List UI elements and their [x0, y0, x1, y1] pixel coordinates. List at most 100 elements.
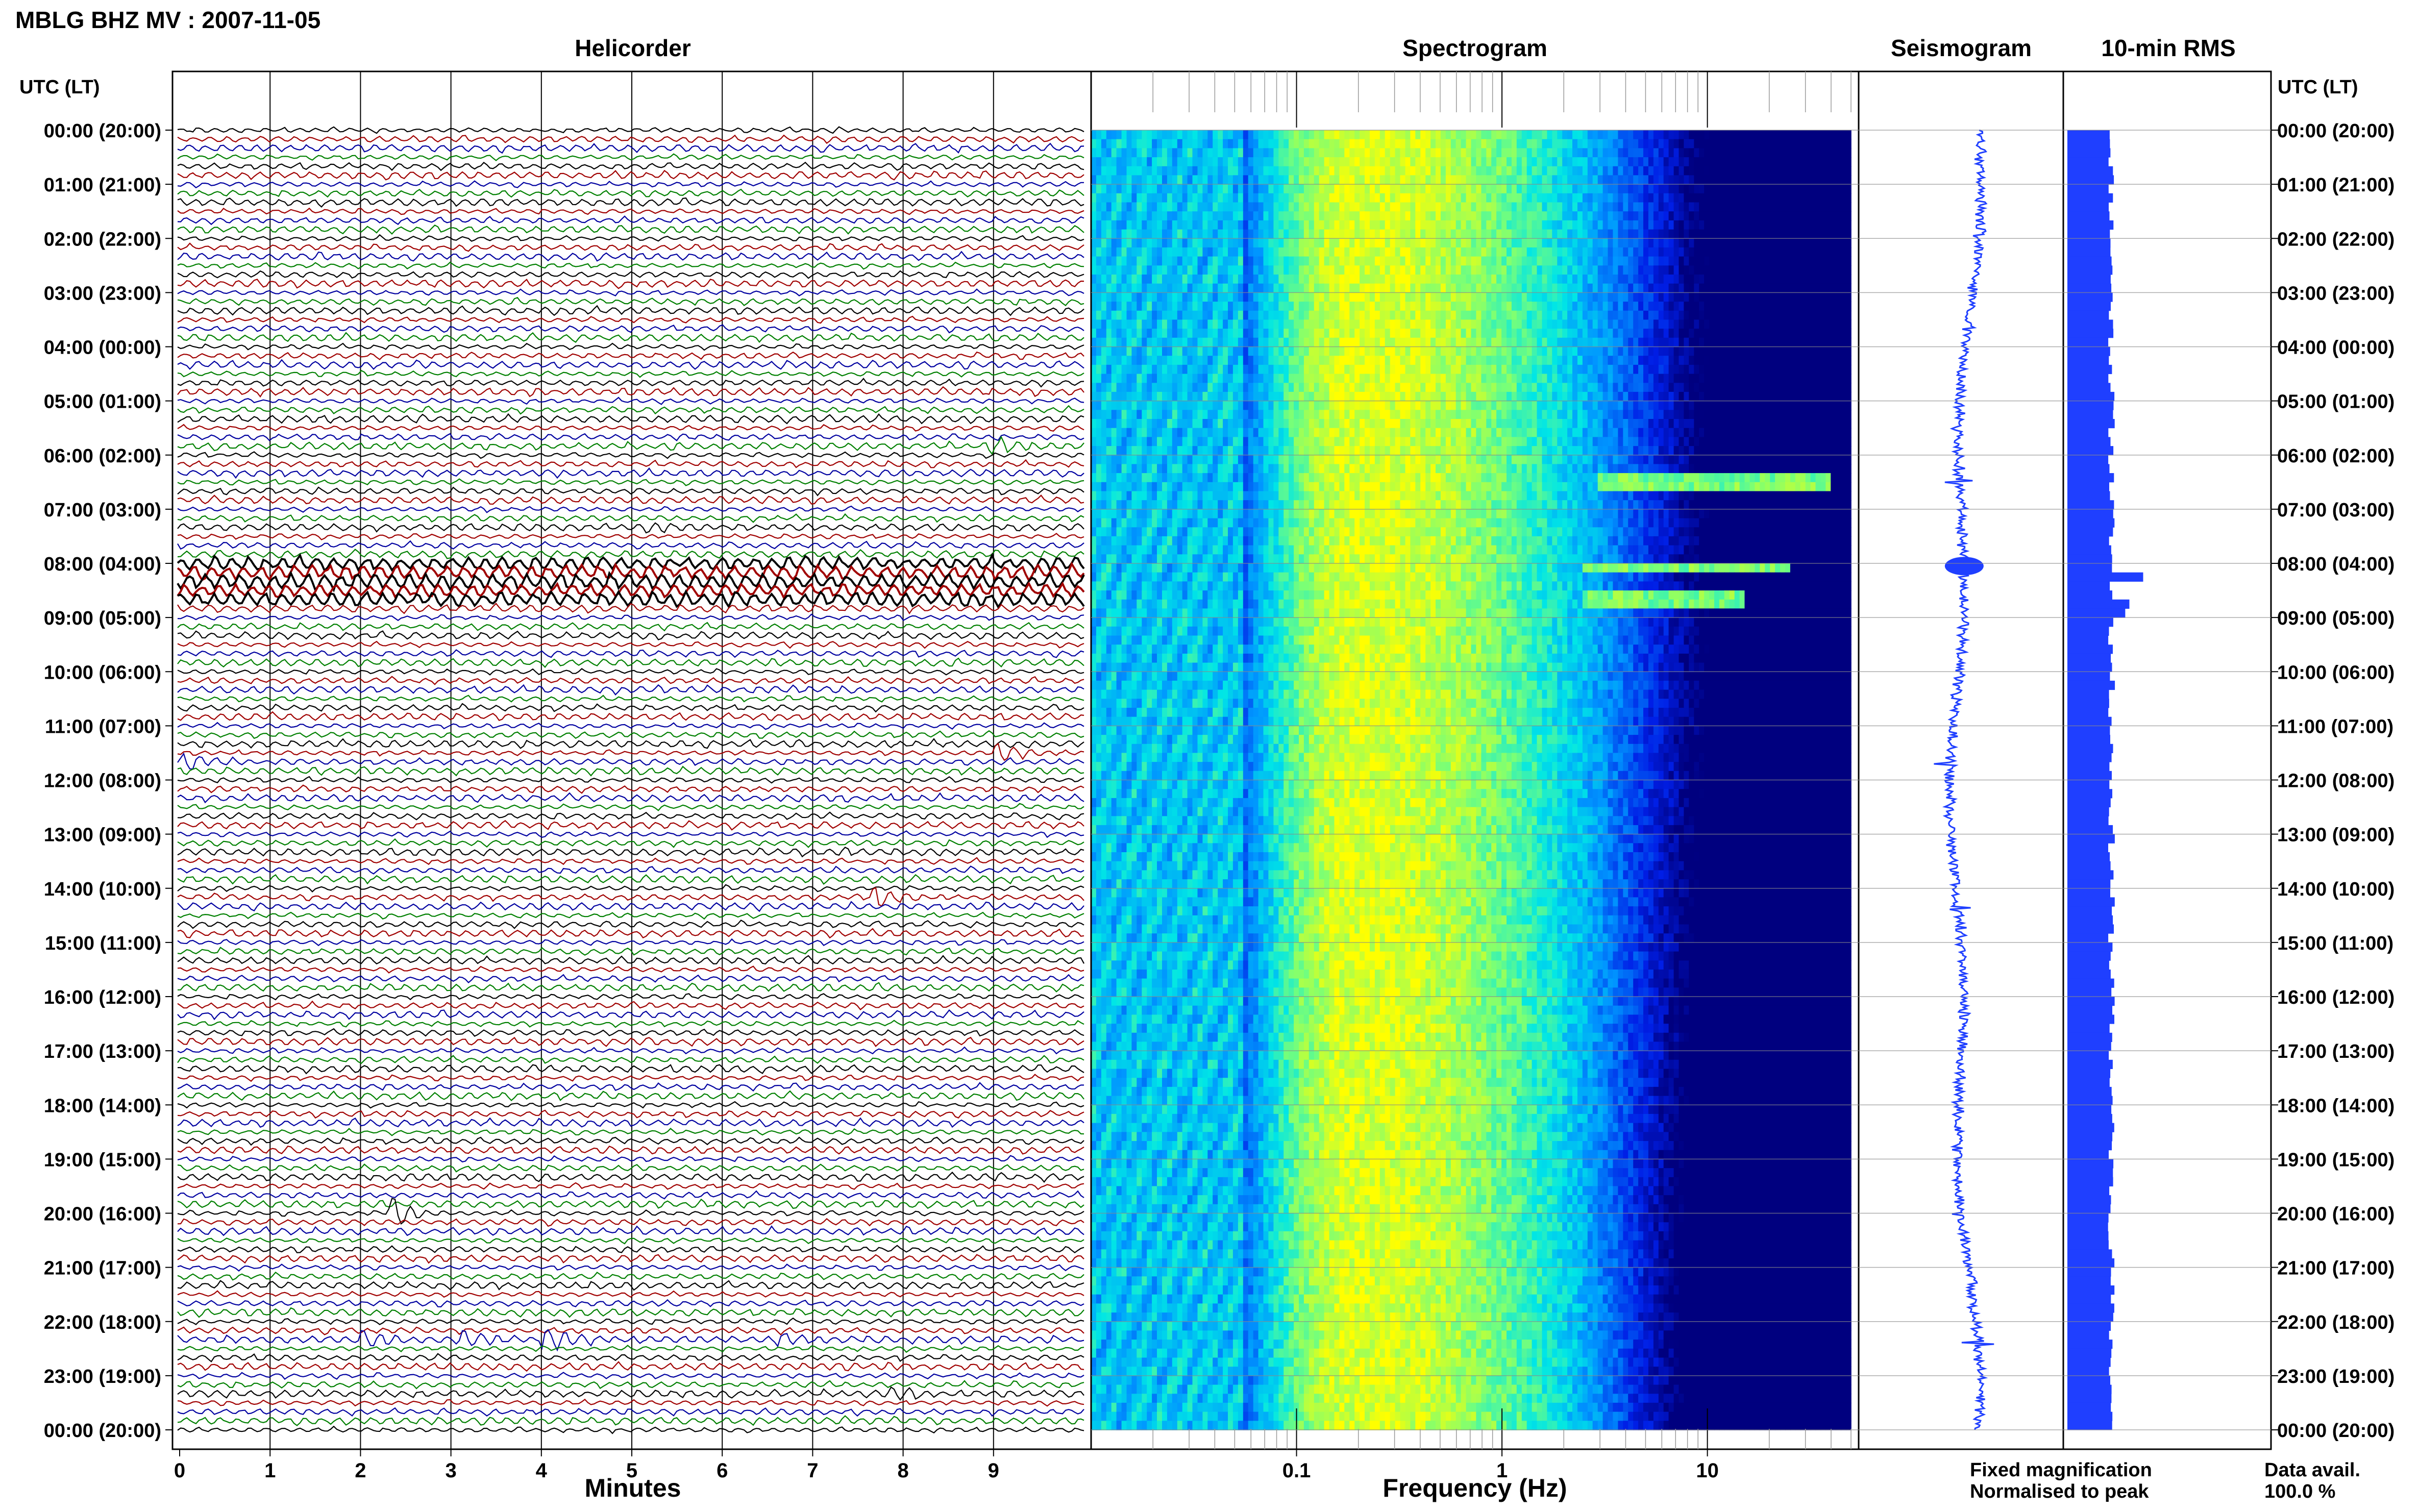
spectrogram-cell: [1577, 130, 1583, 140]
spectrogram-cell: [1669, 284, 1674, 293]
spectrogram-cell: [1405, 302, 1411, 311]
spectrogram-cell: [1567, 275, 1573, 284]
spectrogram-cell: [1730, 319, 1735, 329]
spectrogram-cell: [1395, 383, 1401, 392]
spectrogram-cell: [1137, 203, 1142, 212]
spectrogram-cell: [1684, 230, 1689, 239]
spectrogram-cell: [1512, 347, 1517, 357]
spectrogram-cell: [1643, 329, 1649, 338]
spectrogram-cell: [1664, 284, 1669, 293]
spectrogram-cell: [1820, 374, 1826, 384]
spectrogram-cell: [1264, 184, 1269, 194]
spectrogram-cell: [1289, 175, 1294, 185]
spectrogram-cell: [1228, 220, 1233, 230]
spectrogram-cell: [1264, 311, 1269, 320]
spectrogram-cell: [1806, 374, 1811, 384]
spectrogram-cell: [1106, 383, 1112, 392]
spectrogram-cell: [1633, 166, 1639, 176]
spectrogram-cell: [1841, 238, 1846, 248]
spectrogram-cell: [1172, 383, 1178, 392]
spectrogram-cell: [1527, 211, 1533, 221]
spectrogram-cell: [1532, 130, 1538, 140]
spectrogram-cell: [1755, 319, 1760, 329]
spectrogram-cell: [1172, 401, 1178, 411]
spectrogram-cell: [1476, 302, 1482, 311]
spectrogram-cell: [1127, 347, 1132, 357]
spectrogram-cell: [1380, 166, 1386, 176]
spectrogram-cell: [1674, 238, 1680, 248]
spectrogram-cell: [1152, 230, 1157, 239]
spectrogram-cell: [1466, 302, 1472, 311]
spectrogram-cell: [1131, 238, 1137, 248]
spectrogram-cell: [1405, 220, 1411, 230]
spectrogram-cell: [1172, 157, 1178, 167]
spectrogram-cell: [1131, 329, 1137, 338]
spectrogram-cell: [1608, 347, 1614, 357]
spectrogram-cell: [1527, 193, 1533, 203]
spectrogram-cell: [1522, 329, 1527, 338]
spectrogram-cell: [1603, 311, 1609, 320]
spectrogram-cell: [1177, 238, 1183, 248]
spectrogram-cell: [1481, 319, 1487, 329]
spectrogram-cell: [1273, 338, 1279, 348]
spectrogram-cell: [1127, 356, 1132, 365]
spectrogram-cell: [1790, 275, 1796, 284]
spectrogram-cell: [1238, 157, 1244, 167]
spectrogram-cell: [1142, 392, 1147, 402]
spectrogram-cell: [1588, 257, 1593, 266]
spectrogram-cell: [1202, 238, 1208, 248]
spectrogram-cell: [1770, 292, 1775, 302]
spectrogram-cell: [1694, 157, 1699, 167]
spectrogram-cell: [1223, 275, 1228, 284]
spectrogram-cell: [1800, 311, 1806, 320]
spectrogram-cell: [1172, 302, 1178, 311]
spectrogram-cell: [1106, 184, 1112, 194]
spectrogram-cell: [1400, 347, 1406, 357]
spectrogram-cell: [1264, 392, 1269, 402]
spectrogram-cell: [1319, 130, 1325, 140]
spectrogram-cell: [1542, 203, 1548, 212]
spectrogram-cell: [1841, 292, 1846, 302]
spectrogram-cell: [1091, 166, 1097, 176]
spectrogram-cell: [1481, 203, 1487, 212]
spectrogram-cell: [1765, 193, 1770, 203]
spectrogram-cell: [1091, 184, 1097, 194]
spectrogram-cell: [1198, 211, 1203, 221]
spectrogram-cell: [1517, 302, 1522, 311]
spectrogram-cell: [1207, 275, 1213, 284]
spectrogram-cell: [1669, 356, 1674, 365]
spectrogram-cell: [1684, 184, 1689, 194]
spectrogram-cell: [1486, 374, 1492, 384]
spectrogram-cell: [1820, 203, 1826, 212]
spectrogram-cell: [1542, 311, 1548, 320]
spectrogram-cell: [1806, 265, 1811, 275]
spectrogram-cell: [1304, 329, 1310, 338]
spectrogram-cell: [1349, 257, 1355, 266]
spectrogram-cell: [1562, 203, 1568, 212]
spectrogram-cell: [1740, 383, 1745, 392]
spectrogram-cell: [1648, 392, 1654, 402]
spectrogram-cell: [1684, 319, 1689, 329]
spectrogram-cell: [1207, 157, 1213, 167]
spectrogram-cell: [1785, 383, 1791, 392]
spectrogram-cell: [1719, 356, 1725, 365]
spectrogram-cell: [1638, 220, 1644, 230]
spectrogram-cell: [1623, 319, 1628, 329]
spectrogram-cell: [1512, 319, 1517, 329]
spectrogram-cell: [1198, 230, 1203, 239]
spectrogram-cell: [1137, 175, 1142, 185]
spectrogram-cell: [1613, 275, 1618, 284]
spectrogram-cell: [1694, 220, 1699, 230]
spectrogram-cell: [1309, 203, 1315, 212]
spectrogram-cell: [1836, 238, 1841, 248]
spectrogram-cell: [1294, 247, 1299, 257]
spectrogram-cell: [1177, 292, 1183, 302]
spectrogram-cell: [1517, 238, 1522, 248]
spectrogram-cell: [1122, 148, 1127, 158]
spectrogram-cell: [1314, 302, 1320, 311]
spectrogram-cell: [1613, 238, 1618, 248]
spectrogram-cell: [1770, 230, 1775, 239]
spectrogram-cell: [1319, 284, 1325, 293]
spectrogram-cell: [1517, 157, 1522, 167]
spectrogram-cell: [1335, 365, 1340, 375]
